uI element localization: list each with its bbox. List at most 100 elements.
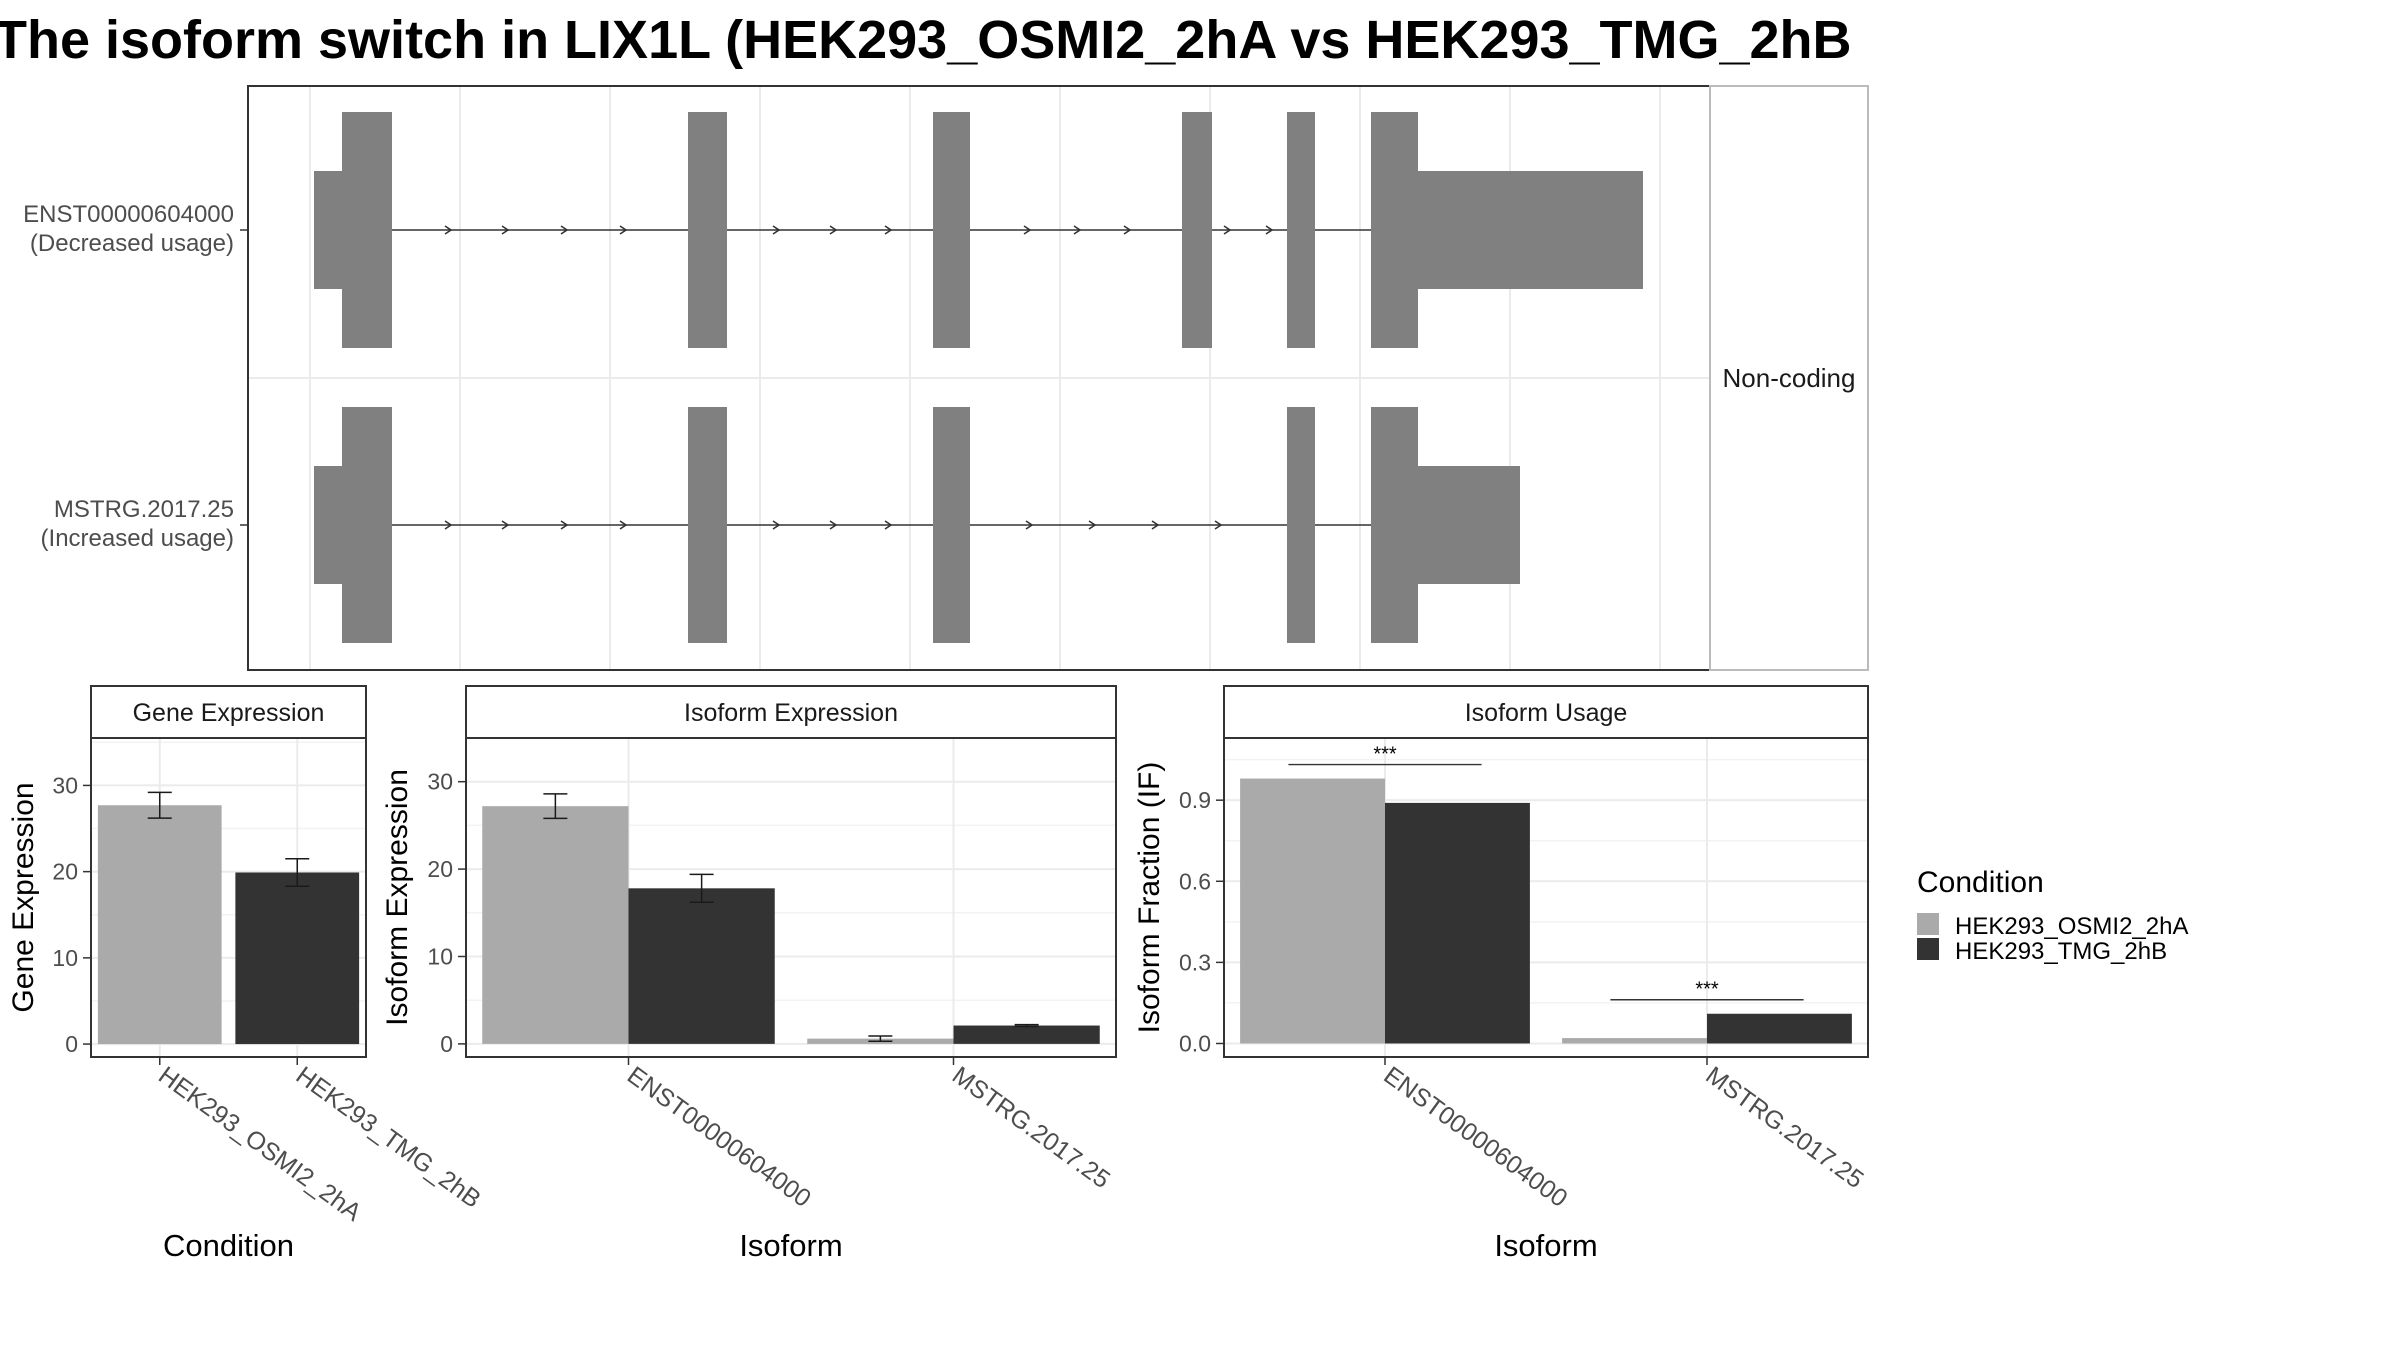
intron-direction-arrow: [619, 520, 628, 530]
significance-label: ***: [1695, 979, 1719, 1001]
intron-direction-arrow: [444, 520, 453, 530]
y-tick-label: 20: [52, 859, 78, 885]
error-bar: [147, 791, 172, 819]
intron-direction-arrow: [1123, 225, 1132, 235]
bar-hek293_osmi2_2ha: [1562, 1038, 1707, 1044]
condition-legend: Condition HEK293_OSMI2_2hA HEK293_TMG_2h…: [1917, 866, 2188, 965]
utr-exon: [1418, 171, 1643, 289]
x-tick-label: ENST00000604000: [1378, 1061, 1572, 1213]
coding-exon: [688, 407, 727, 643]
coding-exon: [342, 112, 392, 348]
legend-label-tmg: HEK293_TMG_2hB: [1955, 938, 2167, 965]
y-tick-label: 0.3: [1179, 949, 1211, 975]
intron-direction-arrow: [1214, 520, 1223, 530]
y-tick-label: 20: [427, 856, 453, 882]
x-tick-label: MSTRG.2017.25: [947, 1061, 1115, 1194]
intron-direction-arrow: [1023, 225, 1032, 235]
transcript-label: MSTRG.2017.25: [54, 496, 234, 523]
bar-hek293_tmg_2hb: [1707, 1013, 1852, 1044]
intron-direction-arrow: [829, 520, 838, 530]
transcript-structure-panel: ENST00000604000(Decreased usage) MSTRG.20…: [23, 85, 1869, 671]
y-axis-label: Gene Expression: [7, 782, 40, 1012]
error-bar: [689, 873, 714, 904]
transcript-usage-label: (Increased usage): [41, 525, 234, 552]
chart-panel-isoform-expression: Isoform Expression 0 10 20 30 Isoform Express…: [381, 685, 1117, 1263]
intron-direction-arrow: [884, 225, 893, 235]
coding-exon: [342, 407, 392, 643]
intron-direction-arrow: [772, 225, 781, 235]
legend-swatch-osmi2: [1917, 913, 1939, 935]
utr-exon: [314, 171, 342, 289]
intron-direction-arrow: [884, 520, 893, 530]
chart-panel-isoform-usage: *** *** Isoform Usage 0.0 0.3 0.6 0.9 Isoform F…: [1133, 685, 1869, 1263]
coding-exon: [1371, 407, 1418, 643]
bar-hek293_osmi2_2ha: [482, 806, 629, 1044]
facet-strip-label: Isoform Usage: [1465, 699, 1628, 727]
intron-direction-arrow: [1151, 520, 1160, 530]
error-bar: [543, 793, 568, 820]
intron-direction-arrow: [829, 225, 838, 235]
coding-exon: [933, 407, 970, 643]
utr-exon: [1418, 466, 1520, 584]
error-bar: [868, 1035, 893, 1043]
intron-direction-arrow: [444, 225, 453, 235]
y-tick-label: 0: [65, 1031, 78, 1057]
strip-label-non-coding: Non-coding: [1723, 363, 1856, 393]
intron-direction-arrow: [560, 520, 569, 530]
x-axis-label: Condition: [163, 1228, 294, 1263]
intron-direction-arrow: [1025, 520, 1034, 530]
intron-direction-arrow: [501, 520, 510, 530]
significance-label: ***: [1373, 744, 1397, 766]
y-tick-label: 0: [440, 1031, 453, 1057]
y-tick-label: 0.6: [1179, 868, 1211, 894]
utr-exon: [314, 466, 342, 584]
x-tick-label: MSTRG.2017.25: [1700, 1061, 1868, 1194]
bar-hek293_osmi2_2ha: [97, 805, 222, 1045]
coding-exon: [1371, 112, 1418, 348]
y-tick-label: 30: [427, 769, 453, 795]
facet-strip-label: Gene Expression: [133, 699, 325, 727]
intron-direction-arrow: [1265, 225, 1274, 235]
bar-hek293_tmg_2hb: [235, 872, 360, 1045]
y-axis-label: Isoform Fraction (IF): [1133, 762, 1166, 1034]
coding-exon: [1287, 112, 1315, 348]
x-axis-label: Isoform: [1494, 1228, 1597, 1263]
intron-direction-arrow: [501, 225, 510, 235]
x-tick-label: ENST00000604000: [622, 1061, 816, 1213]
facet-strip-label: Isoform Expression: [684, 699, 898, 727]
y-tick-label: 10: [52, 945, 78, 971]
bar-hek293_tmg_2hb: [1385, 802, 1530, 1044]
x-axis-label: Isoform: [739, 1228, 842, 1263]
facet-strip: [465, 685, 1117, 739]
coding-exon: [1182, 112, 1212, 348]
figure-title: The isoform switch in LIX1L (HEK293_OSMI…: [0, 10, 1852, 70]
legend-label-osmi2: HEK293_OSMI2_2hA: [1955, 913, 2188, 940]
transcript-label: ENST00000604000: [23, 201, 234, 228]
y-tick-label: 10: [427, 943, 453, 969]
error-bar: [285, 857, 310, 888]
coding-exon: [1287, 407, 1315, 643]
error-bar: [1014, 1023, 1039, 1028]
y-axis-label: Isoform Expression: [381, 769, 414, 1026]
y-tick-label: 0.0: [1179, 1030, 1211, 1056]
bar-hek293_tmg_2hb: [628, 888, 775, 1044]
structure-strip: [1709, 85, 1869, 671]
facet-strip: [90, 685, 367, 739]
intron-direction-arrow: [1223, 225, 1232, 235]
transcript-usage-label: (Decreased usage): [30, 230, 234, 257]
bar-hek293_tmg_2hb: [953, 1025, 1100, 1044]
bar-hek293_osmi2_2ha: [1240, 778, 1385, 1044]
intron-direction-arrow: [619, 225, 628, 235]
intron-direction-arrow: [772, 520, 781, 530]
coding-exon: [688, 112, 727, 348]
facet-strip: [1223, 685, 1869, 739]
intron-direction-arrow: [560, 225, 569, 235]
legend-title: Condition: [1917, 866, 2044, 899]
y-tick-label: 0.9: [1179, 787, 1211, 813]
intron-direction-arrow: [1088, 520, 1097, 530]
legend-swatch-tmg: [1917, 938, 1939, 960]
intron-direction-arrow: [1073, 225, 1082, 235]
